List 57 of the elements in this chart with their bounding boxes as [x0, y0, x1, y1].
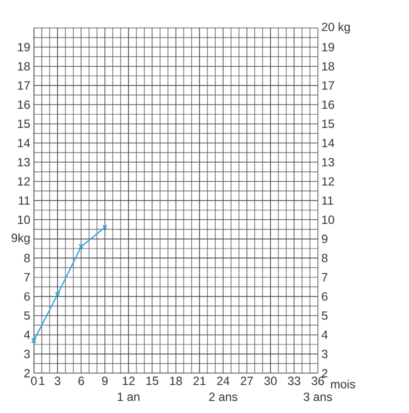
- y-tick-label: 4: [24, 330, 30, 339]
- y-tick-label: 16: [18, 100, 30, 109]
- x2-tick-label: 3 ans: [304, 392, 332, 402]
- y2-tick-label: 11: [322, 196, 334, 205]
- y2-tick-label: 3: [322, 350, 328, 358]
- y-tick-label: 9kg: [12, 233, 30, 244]
- x-tick-label: 30: [264, 376, 277, 386]
- x-tick-label: 0: [31, 376, 37, 386]
- y2-tick-label: 14: [322, 138, 334, 148]
- y2-tick-label: 20 kg: [322, 22, 350, 34]
- y2-tick-label: 9: [322, 234, 328, 244]
- x-axis-title: mois: [331, 380, 356, 388]
- y-tick-label: 5: [24, 311, 30, 320]
- x-tick-label: 1: [39, 376, 44, 385]
- y-tick-label: 2: [24, 368, 30, 378]
- y2-tick-label: 8: [322, 254, 328, 262]
- x-tick-label: 21: [193, 376, 206, 386]
- y2-tick-label: 17: [322, 81, 334, 90]
- y-tick-label: 11: [18, 196, 30, 205]
- x-tick-label: 3: [54, 376, 60, 386]
- y2-tick-label: 13: [322, 158, 334, 166]
- y-tick-label: 3: [24, 350, 30, 358]
- x2-tick-label: 1 an: [118, 392, 140, 401]
- y-tick-label: 14: [18, 138, 30, 148]
- y-tick-label: 7: [24, 273, 30, 282]
- y2-tick-label: 7: [322, 273, 328, 282]
- x-tick-label: 24: [217, 376, 230, 386]
- y2-tick-label: 4: [322, 330, 328, 339]
- y-tick-label: 13: [18, 158, 30, 166]
- x-tick-label: 9: [102, 376, 108, 386]
- y-tick-label: 8: [24, 254, 30, 262]
- point: [54, 292, 60, 298]
- y2-tick-label: 6: [322, 292, 328, 301]
- x-tick-label: 12: [122, 376, 135, 386]
- x-tick-label: 15: [146, 376, 158, 386]
- x2-tick-label: 2 ans: [209, 392, 238, 402]
- y-tick-label: 19: [18, 42, 30, 52]
- x-tick-label: 33: [288, 376, 300, 386]
- y2-tick-label: 18: [322, 62, 334, 71]
- y2-tick-label: 19: [322, 42, 334, 52]
- point: [78, 244, 84, 250]
- x-tick-label: 6: [78, 376, 84, 386]
- y2-tick-label: 12: [322, 177, 334, 186]
- y-tick-label: 10: [18, 215, 30, 224]
- y-tick-label: 12: [18, 177, 30, 186]
- y2-tick-label: 15: [322, 120, 334, 128]
- y-tick-label: 18: [18, 62, 30, 71]
- y-tick-label: 15: [18, 120, 30, 128]
- x-tick-label: 18: [170, 376, 182, 386]
- x-tick-label: 27: [240, 376, 253, 386]
- y2-tick-label: 2: [322, 368, 328, 378]
- y2-tick-label: 10: [322, 215, 334, 224]
- x-tick-label: 36: [312, 376, 324, 386]
- y-tick-label: 6: [24, 292, 30, 301]
- y2-tick-label: 16: [322, 100, 334, 109]
- y-tick-label: 17: [18, 81, 30, 90]
- y2-tick-label: 5: [322, 311, 328, 320]
